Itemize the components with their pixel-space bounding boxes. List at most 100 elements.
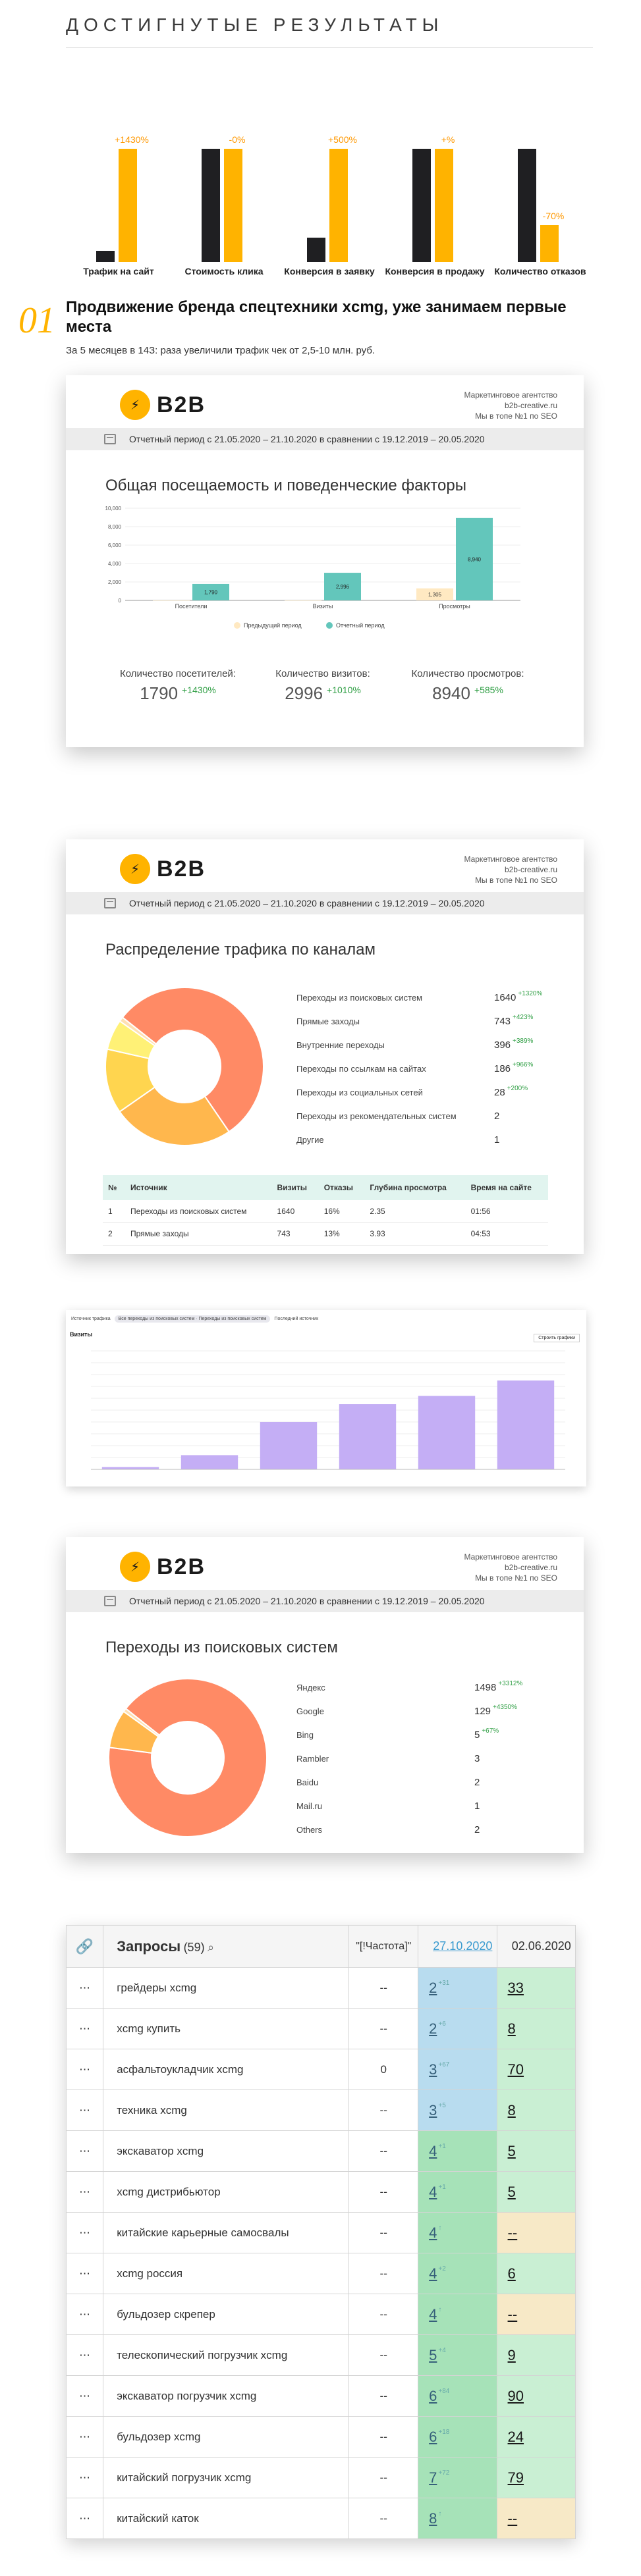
channel-row: Переходы из поисковых систем 1640 +1320% — [296, 989, 543, 1003]
position-previous[interactable]: -- — [496, 2212, 576, 2253]
position-previous[interactable]: 8 — [496, 2008, 576, 2049]
b2b-logo: ⚡ B2B — [120, 1552, 206, 1582]
drag-handle-icon[interactable]: ⋯ — [65, 2090, 104, 2131]
drag-handle-icon[interactable]: ⋯ — [65, 2049, 104, 2090]
position-previous[interactable]: 5 — [496, 2171, 576, 2213]
report-card-traffic: ⚡ B2B Маркетинговое агентство b2b-creati… — [66, 375, 584, 747]
position-previous[interactable]: -- — [496, 2498, 576, 2539]
position-current[interactable]: 8 ↑ — [418, 2498, 497, 2539]
kpi-delta: +500% — [328, 134, 357, 145]
lightning-icon: ⚡ — [120, 390, 150, 420]
drag-handle-icon[interactable]: ⋯ — [65, 2457, 104, 2498]
query-text: xcmg купить — [103, 2008, 350, 2049]
position-current[interactable]: 6 +18 — [418, 2416, 497, 2458]
query-text: грейдеры xcmg — [103, 1967, 350, 2009]
kpi-bar-after — [329, 148, 348, 262]
drag-handle-icon[interactable]: ⋯ — [65, 2171, 104, 2213]
position-current[interactable]: 7 +72 — [418, 2457, 497, 2498]
table-row: ⋯ xcmg россия -- 4 +2 6 — [65, 2253, 576, 2294]
position-previous[interactable]: 79 — [496, 2457, 576, 2498]
agency-info: Маркетинговое агентство b2b-creative.ru … — [464, 854, 557, 885]
kpi-bar-after — [119, 148, 137, 262]
table-row: ⋯ асфальтоукладчик xcmg 0 3 +67 70 — [65, 2049, 576, 2090]
build-graph-button[interactable]: Строить графики — [534, 1334, 580, 1342]
kpi-bar-after — [435, 148, 453, 262]
y-tick-label: 10,000 — [105, 506, 122, 512]
pie-slice — [123, 1708, 161, 1738]
metrika-bar-chart — [91, 1350, 565, 1470]
position-current[interactable]: 4 +2 — [418, 2253, 497, 2294]
metrika-bar — [418, 1396, 476, 1469]
table-row: ⋯ xcmg купить -- 2 +6 8 — [65, 2008, 576, 2049]
table-row: 2 Прямые заходы 743 13% 3.93 04:53 — [103, 1222, 548, 1246]
position-previous[interactable]: 8 — [496, 2090, 576, 2131]
title-divider — [66, 47, 593, 48]
calendar-icon — [104, 434, 116, 444]
pie-slice — [119, 1016, 157, 1047]
totals-row: Количество посетителей: 1790 +1430% Колич… — [105, 668, 540, 704]
date-header-previous[interactable]: 02.06.2020 — [511, 1939, 571, 1953]
query-text: бульдозер xcmg — [103, 2416, 350, 2458]
col-depth: Глубина просмотра — [364, 1175, 466, 1200]
drag-handle-icon[interactable]: ⋯ — [65, 1967, 104, 2009]
drag-handle-icon[interactable]: ⋯ — [65, 2334, 104, 2376]
position-current[interactable]: 4 +1 — [418, 2171, 497, 2213]
drag-handle-icon[interactable]: ⋯ — [65, 2008, 104, 2049]
query-frequency: -- — [348, 2294, 419, 2335]
kpi-label: Трафик на сайт — [83, 266, 154, 276]
drag-handle-icon[interactable]: ⋯ — [65, 2416, 104, 2458]
queries-table: 🔗 Запросы (59) ⌕ "[!Частота]" 27.10.2020… — [65, 1925, 576, 2539]
kpi-bar-before — [412, 148, 431, 262]
queries-header-label: Запросы — [117, 1937, 181, 1955]
bar-previous — [416, 588, 453, 600]
drag-handle-icon[interactable]: ⋯ — [65, 2498, 104, 2539]
channel-row: Переходы по ссылкам на сайтах 186 +966% — [296, 1061, 534, 1074]
drag-handle-icon[interactable]: ⋯ — [65, 2294, 104, 2335]
position-current[interactable]: 2 +31 — [418, 1967, 497, 2009]
date-header-current[interactable]: 27.10.2020 — [433, 1939, 493, 1953]
position-current[interactable]: 6 +84 — [418, 2375, 497, 2417]
period-bar: Отчетный период с 21.05.2020 – 21.10.202… — [66, 892, 584, 914]
total-visits: Количество визитов: 2996 +1010% — [275, 668, 370, 703]
query-text: китайский каток — [103, 2498, 350, 2539]
position-current[interactable]: 4 ↑ — [418, 2212, 497, 2253]
kpi-delta: +1430% — [115, 134, 149, 145]
search-icon[interactable]: ⌕ — [208, 1940, 215, 1954]
channel-row: Переходы из социальных сетей 28 +200% — [296, 1084, 528, 1098]
agency-info: Маркетинговое агентство b2b-creative.ru … — [464, 390, 557, 421]
metrika-bar — [339, 1404, 397, 1469]
channels-donut-chart — [105, 987, 264, 1146]
position-previous[interactable]: 5 — [496, 2130, 576, 2172]
position-previous[interactable]: 24 — [496, 2416, 576, 2458]
kpi-chart: +1430% Трафик на сайт -0% Стоимость клик… — [66, 79, 593, 276]
table-row: 1 Переходы из поисковых систем 1640 16% 2.35… — [103, 1200, 548, 1223]
drag-handle-icon[interactable]: ⋯ — [65, 2130, 104, 2172]
y-tick-label: 0 — [119, 598, 122, 604]
engine-row: Mail.ru 1 — [296, 1800, 480, 1812]
kpi-label: Конверсия в продажу — [385, 266, 485, 276]
filter-chip[interactable]: Все переходы из поисковых систем · Перех… — [114, 1315, 271, 1323]
position-previous[interactable]: 6 — [496, 2253, 576, 2294]
position-current[interactable]: 3 +5 — [418, 2090, 497, 2131]
position-previous[interactable]: 90 — [496, 2375, 576, 2417]
drag-handle-icon[interactable]: ⋯ — [65, 2212, 104, 2253]
position-current[interactable]: 5 +4 — [418, 2334, 497, 2376]
report-card-search: ⚡ B2B Маркетинговое агентство b2b-creati… — [66, 1537, 584, 1853]
position-previous[interactable]: 33 — [496, 1967, 576, 2009]
drag-handle-icon[interactable]: ⋯ — [65, 2375, 104, 2417]
engine-row: Others 2 — [296, 1824, 480, 1835]
kpi-bar-before — [518, 148, 536, 262]
table-row: ⋯ техника xcmg -- 3 +5 8 — [65, 2090, 576, 2131]
position-previous[interactable]: 9 — [496, 2334, 576, 2376]
legend-swatch-curr — [326, 622, 333, 629]
link-icon[interactable]: 🔗 — [65, 1925, 104, 1968]
position-current[interactable]: 4 ↑ — [418, 2294, 497, 2335]
position-current[interactable]: 3 +67 — [418, 2049, 497, 2090]
position-previous[interactable]: 70 — [496, 2049, 576, 2090]
query-text: экскаватор погрузчик xcmg — [103, 2375, 350, 2417]
position-previous[interactable]: -- — [496, 2294, 576, 2335]
drag-handle-icon[interactable]: ⋯ — [65, 2253, 104, 2294]
kpi-bar-before — [96, 251, 115, 262]
position-current[interactable]: 2 +6 — [418, 2008, 497, 2049]
position-current[interactable]: 4 +1 — [418, 2130, 497, 2172]
